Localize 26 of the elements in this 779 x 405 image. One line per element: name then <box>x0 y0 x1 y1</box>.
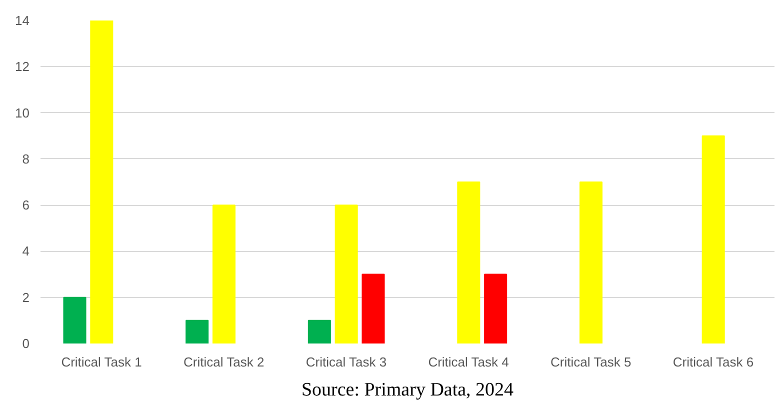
x-tick-label: Critical Task 3 <box>306 354 387 370</box>
bar <box>362 274 385 344</box>
y-tick-label: 12 <box>15 59 30 74</box>
y-tick-label: 2 <box>22 290 30 305</box>
x-tick-label: Critical Task 2 <box>184 354 264 370</box>
y-tick-label: 6 <box>22 198 30 213</box>
x-tick-label: Critical Task 6 <box>672 354 754 370</box>
bar <box>212 204 236 344</box>
bar <box>63 296 86 344</box>
y-tick-label: 10 <box>15 105 30 120</box>
bar <box>484 274 508 344</box>
y-tick-label: 14 <box>15 13 30 28</box>
bar <box>186 320 209 344</box>
bar <box>702 135 725 344</box>
bar <box>457 182 480 344</box>
bar <box>579 182 603 344</box>
x-tick-label: Critical Task 5 <box>550 354 632 370</box>
source-note: Source: Primary Data, 2024 <box>301 380 514 400</box>
y-tick-label: 0 <box>22 336 30 351</box>
y-tick-label: 4 <box>22 244 30 259</box>
bar <box>308 320 331 344</box>
bar <box>334 204 358 344</box>
x-tick-label: Critical Task 1 <box>61 354 142 370</box>
y-tick-label: 8 <box>22 151 30 166</box>
bar <box>90 20 114 344</box>
x-tick-label: Critical Task 4 <box>428 354 509 370</box>
